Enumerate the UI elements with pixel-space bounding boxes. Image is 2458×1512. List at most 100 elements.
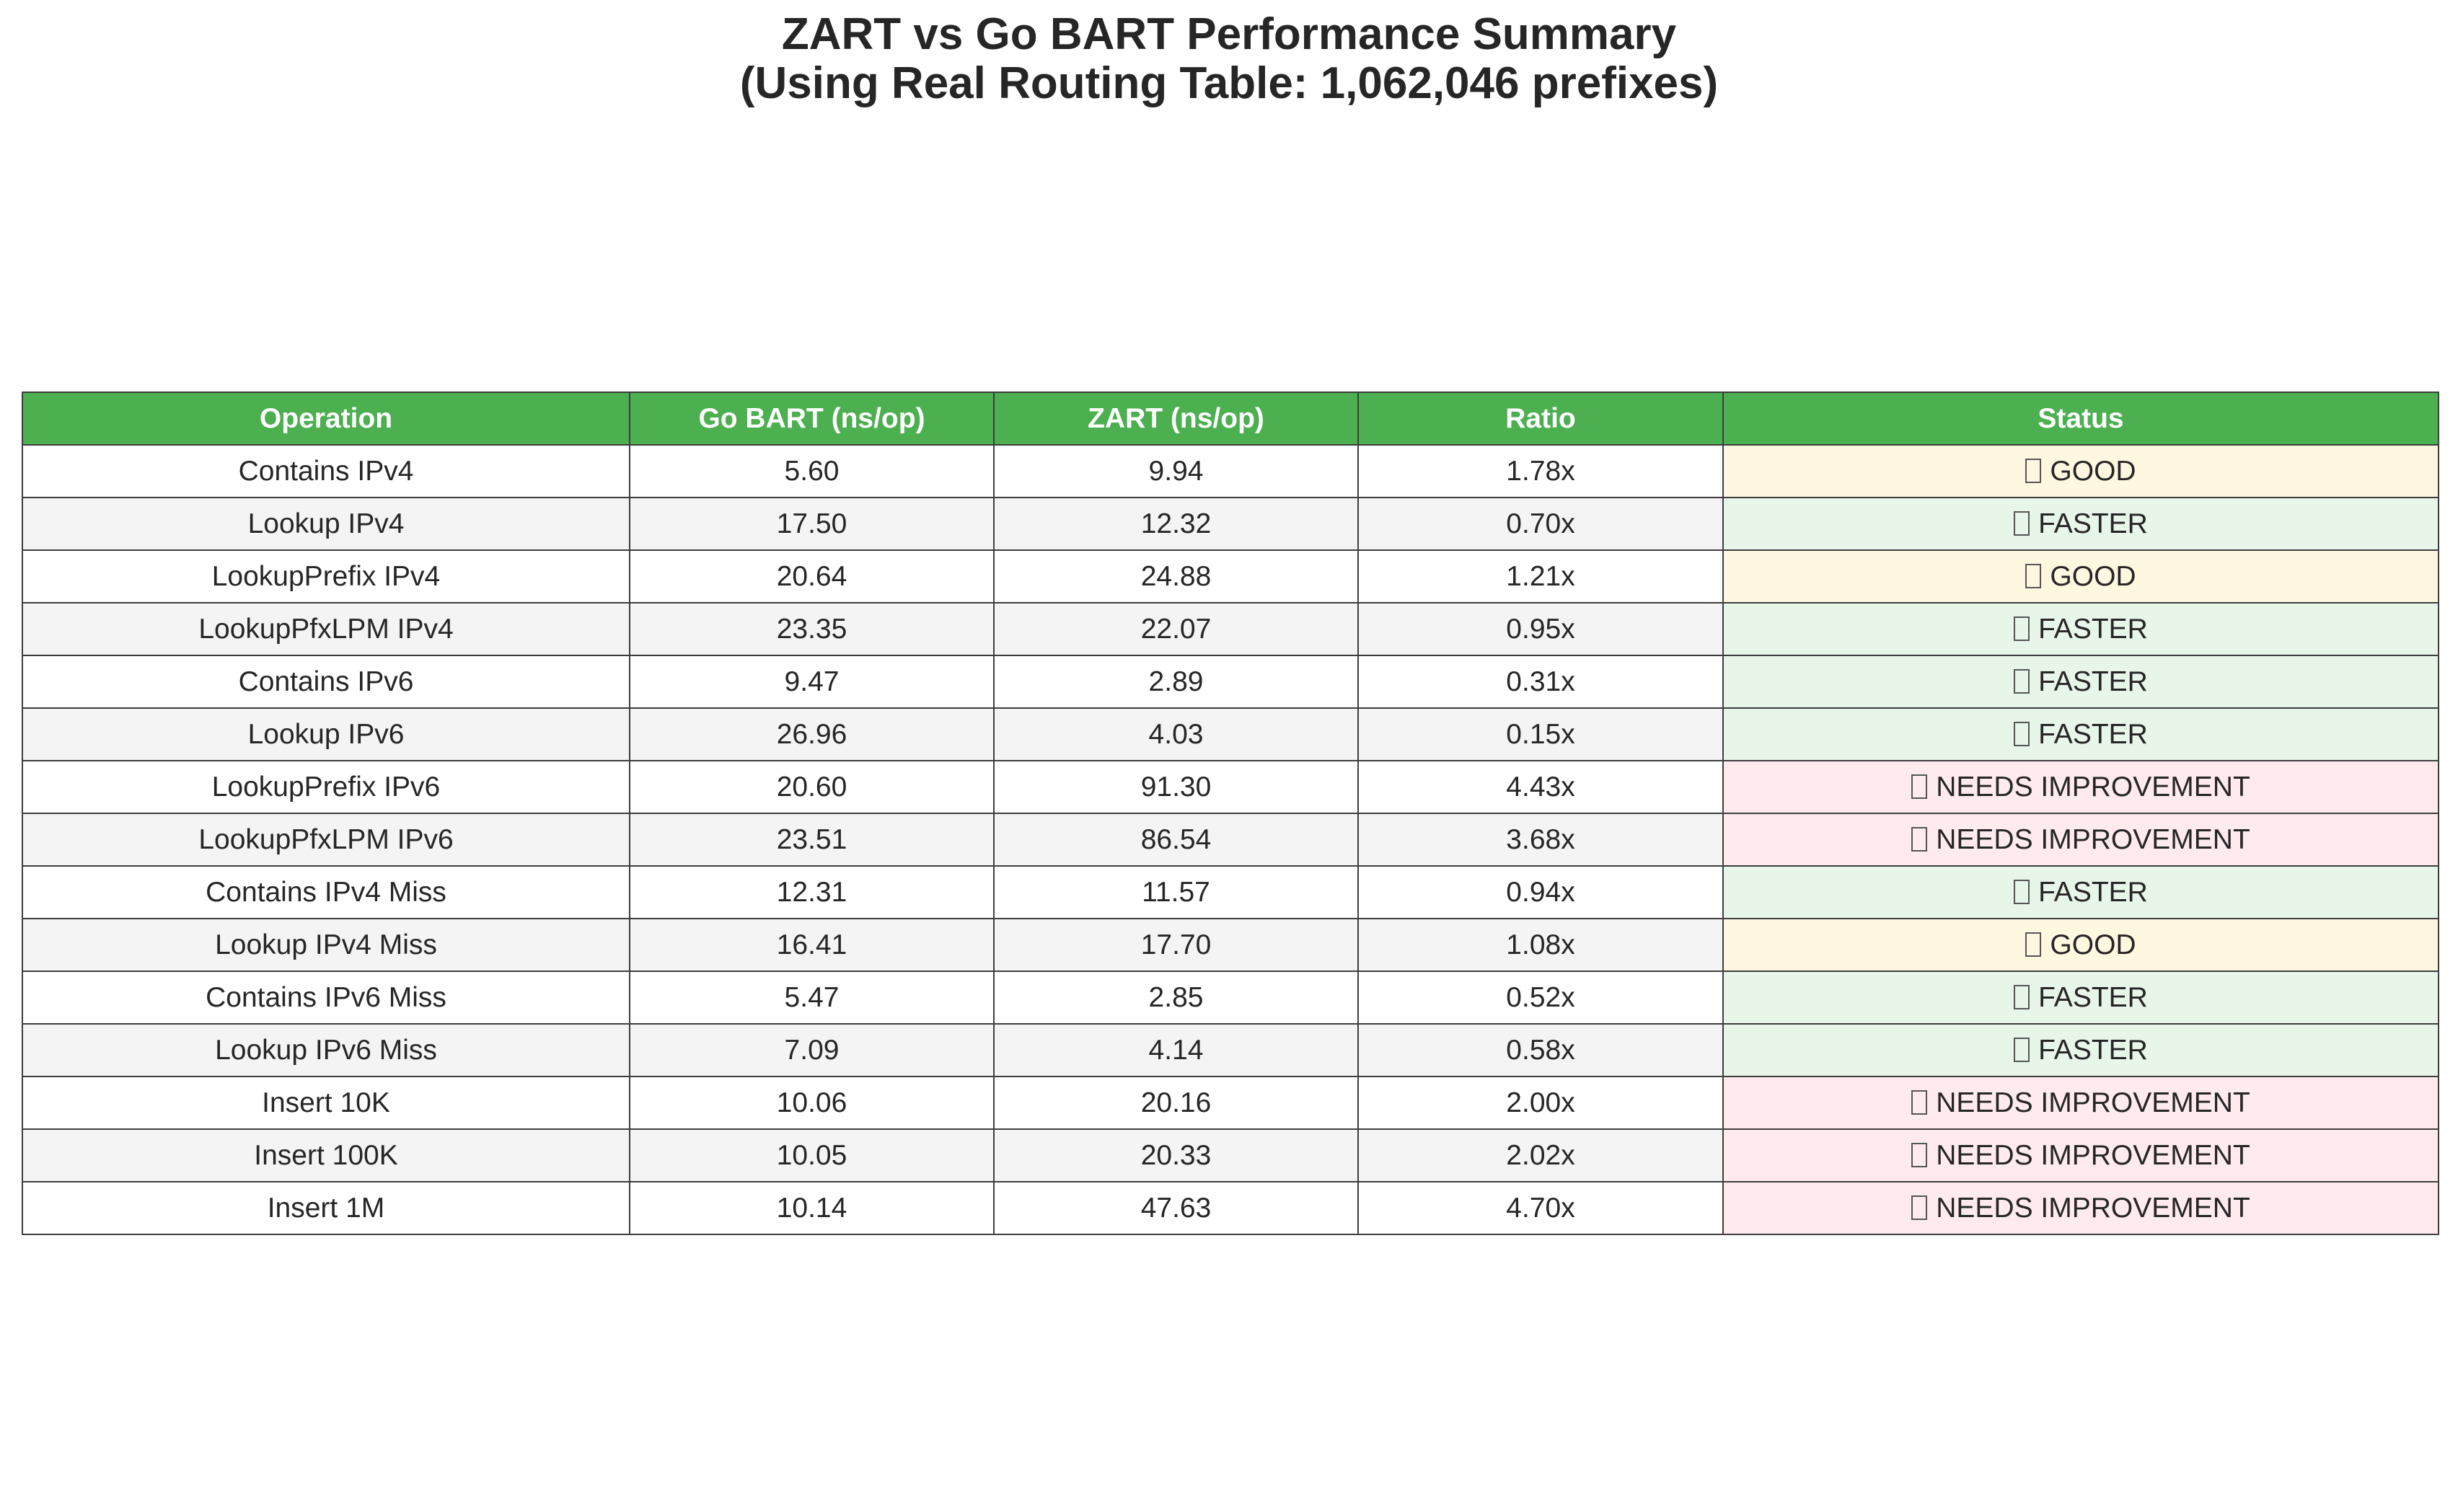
status-label: FASTER <box>2038 613 2148 645</box>
cell-zart: 11.57 <box>993 865 1359 919</box>
missing-glyph-icon <box>1911 1142 1928 1167</box>
cell-ratio: 2.00x <box>1357 1076 1724 1130</box>
cell-operation: LookupPrefix IPv4 <box>22 549 630 604</box>
cell-operation: Insert 100K <box>22 1128 630 1182</box>
status-label: FASTER <box>2038 718 2148 750</box>
cell-zart: 17.70 <box>993 918 1359 972</box>
column-header-ratio: Ratio <box>1357 392 1724 446</box>
table-row: LookupPfxLPM IPv4 23.35 22.07 0.95x FASTER <box>22 602 2439 656</box>
table-row: Insert 1M 10.14 47.63 4.70x NEEDS IMPROVEMEN… <box>22 1181 2439 1235</box>
missing-glyph-icon <box>2014 616 2030 641</box>
cell-zart: 9.94 <box>993 444 1359 498</box>
cell-status: FASTER <box>1722 1023 2439 1077</box>
cell-go-bart: 9.47 <box>629 655 995 709</box>
missing-glyph-icon <box>2014 984 2030 1009</box>
cell-ratio: 2.02x <box>1357 1128 1724 1182</box>
cell-go-bart: 10.05 <box>629 1128 995 1182</box>
status-label: GOOD <box>2050 560 2136 592</box>
cell-operation: Lookup IPv4 Miss <box>22 918 630 972</box>
cell-zart: 20.33 <box>993 1128 1359 1182</box>
table-row: LookupPrefix IPv6 20.60 91.30 4.43x NEEDS IM… <box>22 760 2439 814</box>
cell-ratio: 4.70x <box>1357 1181 1724 1235</box>
cell-go-bart: 16.41 <box>629 918 995 972</box>
cell-ratio: 0.52x <box>1357 971 1724 1025</box>
cell-zart: 12.32 <box>993 497 1359 551</box>
status-label: FASTER <box>2038 1034 2148 1066</box>
status-label: GOOD <box>2050 929 2136 960</box>
cell-status: NEEDS IMPROVEMENT <box>1722 760 2439 814</box>
cell-ratio: 0.95x <box>1357 602 1724 656</box>
cell-operation: Insert 10K <box>22 1076 630 1130</box>
status-label: FASTER <box>2038 666 2148 697</box>
cell-ratio: 1.08x <box>1357 918 1724 972</box>
cell-go-bart: 5.47 <box>629 971 995 1025</box>
cell-ratio: 0.70x <box>1357 497 1724 551</box>
cell-ratio: 1.21x <box>1357 549 1724 604</box>
missing-glyph-icon <box>2014 879 2030 904</box>
cell-operation: Contains IPv4 <box>22 444 630 498</box>
column-header-zart: ZART (ns/op) <box>993 392 1359 446</box>
missing-glyph-icon <box>2025 932 2042 957</box>
cell-zart: 86.54 <box>993 813 1359 867</box>
status-label: FASTER <box>2038 981 2148 1013</box>
cell-zart: 2.85 <box>993 971 1359 1025</box>
cell-status: NEEDS IMPROVEMENT <box>1722 1076 2439 1130</box>
cell-go-bart: 5.60 <box>629 444 995 498</box>
missing-glyph-icon <box>2014 721 2030 746</box>
cell-status: FASTER <box>1722 865 2439 919</box>
table-row: LookupPfxLPM IPv6 23.51 86.54 3.68x NEEDS IM… <box>22 813 2439 867</box>
missing-glyph-icon <box>2014 1037 2030 1062</box>
cell-go-bart: 7.09 <box>629 1023 995 1077</box>
cell-status: FASTER <box>1722 707 2439 761</box>
status-label: NEEDS IMPROVEMENT <box>1936 823 2250 855</box>
chart-title-line-2: (Using Real Routing Table: 1,062,046 pre… <box>739 58 1719 108</box>
status-label: GOOD <box>2050 455 2136 487</box>
cell-ratio: 3.68x <box>1357 813 1724 867</box>
cell-status: GOOD <box>1722 918 2439 972</box>
cell-go-bart: 17.50 <box>629 497 995 551</box>
cell-status: FASTER <box>1722 602 2439 656</box>
cell-zart: 91.30 <box>993 760 1359 814</box>
performance-summary-table: Operation Go BART (ns/op) ZART (ns/op) R… <box>22 392 2439 1235</box>
table-row: Contains IPv6 9.47 2.89 0.31x FASTER <box>22 655 2439 709</box>
table-header-row: Operation Go BART (ns/op) ZART (ns/op) R… <box>22 392 2439 446</box>
status-label: FASTER <box>2038 508 2148 539</box>
cell-zart: 4.03 <box>993 707 1359 761</box>
cell-go-bart: 26.96 <box>629 707 995 761</box>
cell-operation: Contains IPv4 Miss <box>22 865 630 919</box>
cell-status: FASTER <box>1722 497 2439 551</box>
cell-status: NEEDS IMPROVEMENT <box>1722 813 2439 867</box>
table-row: Insert 10K 10.06 20.16 2.00x NEEDS IMPROVEME… <box>22 1076 2439 1130</box>
cell-operation: LookupPfxLPM IPv6 <box>22 813 630 867</box>
missing-glyph-icon <box>2014 510 2030 536</box>
status-label: FASTER <box>2038 876 2148 908</box>
cell-operation: LookupPfxLPM IPv4 <box>22 602 630 656</box>
table-row: Lookup IPv6 26.96 4.03 0.15x FASTER <box>22 707 2439 761</box>
cell-ratio: 4.43x <box>1357 760 1724 814</box>
cell-zart: 20.16 <box>993 1076 1359 1130</box>
status-label: NEEDS IMPROVEMENT <box>1936 1139 2250 1171</box>
cell-operation: Contains IPv6 Miss <box>22 971 630 1025</box>
missing-glyph-icon <box>1911 1089 1928 1115</box>
status-label: NEEDS IMPROVEMENT <box>1936 1192 2250 1224</box>
table-row: Lookup IPv4 17.50 12.32 0.70x FASTER <box>22 497 2439 551</box>
cell-zart: 2.89 <box>993 655 1359 709</box>
chart-title-line-1: ZART vs Go BART Performance Summary <box>781 9 1677 59</box>
cell-operation: Lookup IPv4 <box>22 497 630 551</box>
table-row: Lookup IPv4 Miss 16.41 17.70 1.08x GOOD <box>22 918 2439 972</box>
cell-ratio: 1.78x <box>1357 444 1724 498</box>
cell-go-bart: 10.14 <box>629 1181 995 1235</box>
missing-glyph-icon <box>1911 1195 1928 1220</box>
cell-status: FASTER <box>1722 655 2439 709</box>
column-header-status: Status <box>1722 392 2439 446</box>
column-header-go-bart: Go BART (ns/op) <box>629 392 995 446</box>
cell-zart: 24.88 <box>993 549 1359 604</box>
table-row: LookupPrefix IPv4 20.64 24.88 1.21x GOOD <box>22 549 2439 604</box>
cell-ratio: 0.58x <box>1357 1023 1724 1077</box>
missing-glyph-icon <box>1911 774 1928 799</box>
missing-glyph-icon <box>1911 826 1928 852</box>
cell-operation: Contains IPv6 <box>22 655 630 709</box>
cell-status: GOOD <box>1722 549 2439 604</box>
cell-go-bart: 20.60 <box>629 760 995 814</box>
table-row: Lookup IPv6 Miss 7.09 4.14 0.58x FASTER <box>22 1023 2439 1077</box>
